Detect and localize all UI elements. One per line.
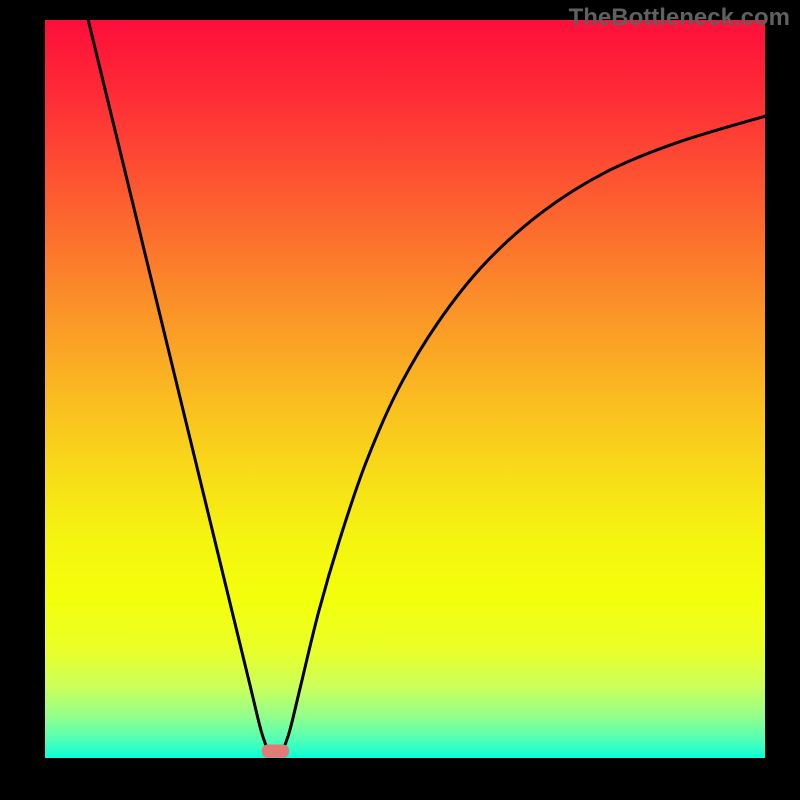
cusp-marker bbox=[262, 744, 289, 757]
chart-container: TheBottleneck.com bbox=[0, 0, 800, 800]
plot-svg bbox=[45, 20, 765, 760]
watermark-text: TheBottleneck.com bbox=[569, 4, 790, 32]
plot-area bbox=[45, 20, 765, 760]
plot-background bbox=[45, 20, 765, 760]
